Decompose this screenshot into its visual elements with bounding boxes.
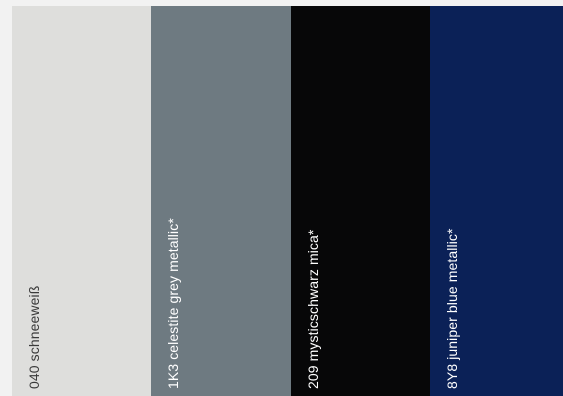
swatch-label: 1K3 celestite grey metallic* — [165, 218, 181, 389]
swatch-label: 8Y8 juniper blue metallic* — [444, 228, 460, 389]
swatch-label: 209 mysticschwarz mica* — [305, 229, 321, 389]
swatch-mysticschwarz[interactable]: 209 mysticschwarz mica* — [291, 6, 430, 396]
swatch-label: 040 schneeweiß — [26, 285, 42, 389]
swatch-celestite-grey[interactable]: 1K3 celestite grey metallic* — [151, 6, 291, 396]
swatch-schneeweiss[interactable]: 040 schneeweiß — [12, 6, 151, 396]
swatch-juniper-blue[interactable]: 8Y8 juniper blue metallic* — [430, 6, 563, 396]
swatch-list: 040 schneeweiß 1K3 celestite grey metall… — [12, 6, 563, 396]
